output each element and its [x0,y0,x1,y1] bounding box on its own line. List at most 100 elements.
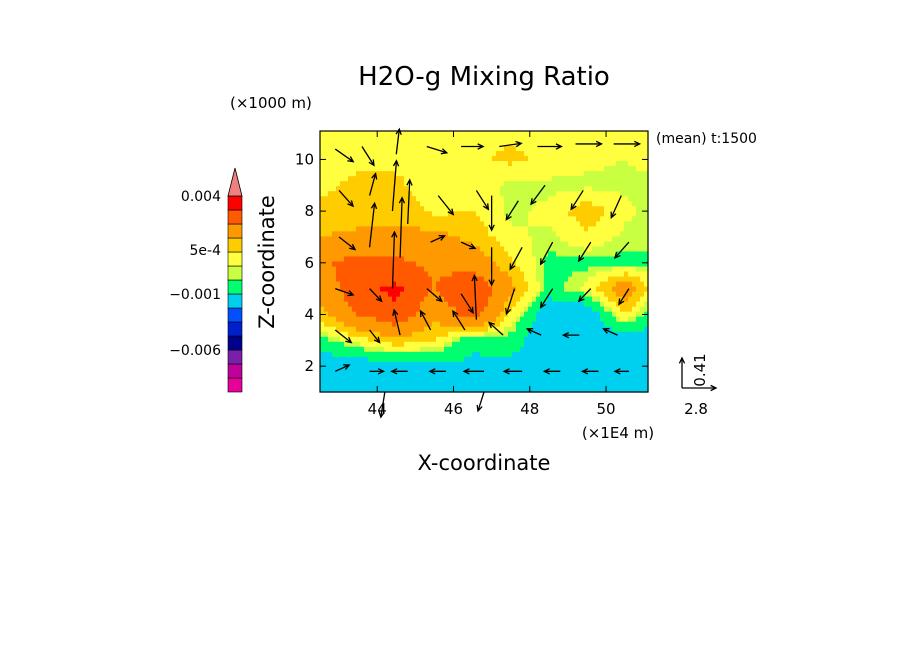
contour-cell [416,331,421,338]
vector-head [555,143,563,150]
contour-cell [532,141,537,147]
contour-cell [544,341,549,348]
contour-cell [560,296,565,303]
contour-cell [456,356,461,363]
contour-cell [368,256,373,263]
contour-cell [584,216,589,222]
contour-cell [348,376,353,383]
vector-head [525,328,534,334]
contour-cell [352,291,357,298]
contour-cell [580,241,585,248]
contour-cell [636,291,641,298]
contour-cell [636,236,641,243]
contour-cell [632,201,637,207]
contour-cell [556,361,561,368]
contour-cell [528,316,533,323]
contour-cell [444,136,449,142]
contour-cell [536,196,541,202]
contour-cell [640,316,645,323]
contour-cell [552,136,557,142]
contour-cell [620,356,625,363]
contour-cell [356,381,361,388]
contour-cell [328,131,333,137]
contour-cell [540,271,545,278]
contour-cell [428,241,433,248]
contour-cell [332,201,337,207]
contour-cell [584,231,589,237]
contour-cell [552,346,557,353]
contour-cell [620,351,625,358]
contour-cell [356,251,361,258]
contour-cell [364,231,369,237]
contour-cell [624,311,629,318]
contour-cell [480,246,485,253]
contour-cell [348,191,353,197]
contour-cell [436,191,441,197]
contour-cell [388,326,393,333]
contour-cell [604,211,609,217]
contour-cell [636,311,641,318]
contour-cell [552,311,557,318]
contour-cell [352,191,357,197]
contour-cell [576,361,581,368]
contour-cell [436,246,441,253]
contour-cell [548,366,553,373]
contour-cell [548,176,553,182]
contour-cell [600,311,605,318]
vector-shaft [369,329,381,343]
contour-cell [344,156,349,162]
contour-cell [576,171,581,177]
contour-cell [404,231,409,237]
contour-cell [340,196,345,202]
contour-cell [560,156,565,162]
contour-cell [420,286,425,293]
contour-cell [460,361,465,368]
contour-cell [380,181,385,187]
contour-cell [324,311,329,318]
contour-cell [448,146,453,152]
contour-cell [444,316,449,323]
contour-cell [456,216,461,222]
contour-cell [580,301,585,308]
contour-cell [404,171,409,177]
contour-cell [532,151,537,157]
contour-cell [328,326,333,333]
contour-cell [484,271,489,278]
contour-cell [388,276,393,283]
contour-cell [512,316,517,323]
contour-cell [588,346,593,353]
contour-cell [612,271,617,278]
contour-cell [640,191,645,197]
contour-cell [512,271,517,278]
contour-cell [636,381,641,388]
contour-cell [588,171,593,177]
contour-cell [516,166,521,172]
contour-cell [488,241,493,248]
contour-cell [548,231,553,237]
contour-cell [464,136,469,142]
contour-cell [528,186,533,192]
contour-cell [380,346,385,353]
contour-cell [576,256,581,263]
contour-cell [556,286,561,293]
contour-cell [568,286,573,293]
contour-cell [604,221,609,227]
contour-cell [428,276,433,283]
contour-cell [568,186,573,192]
contour-cell [644,141,649,147]
contour-cell [596,296,601,303]
contour-cell [552,386,557,393]
contour-cell [632,211,637,217]
contour-cell [328,216,333,222]
contour-cell [484,321,489,328]
contour-cell [492,131,497,137]
contour-cell [412,206,417,212]
contour-cell [360,346,365,353]
contour-cell [552,286,557,293]
contour-cell [532,316,537,323]
contour-cell [416,211,421,217]
contour-cell [496,296,501,303]
contour-cell [600,331,605,338]
contour-cell [536,241,541,248]
contour-cell [416,256,421,263]
